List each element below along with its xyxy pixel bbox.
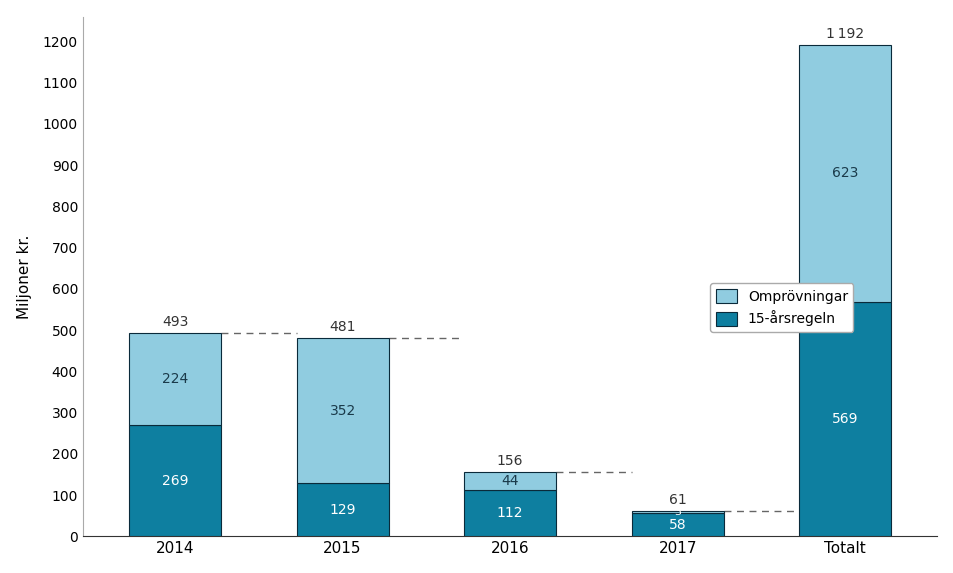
Text: 493: 493: [162, 315, 188, 329]
Text: 129: 129: [329, 503, 355, 517]
Text: 156: 156: [497, 454, 523, 468]
Bar: [129, 333, 221, 426]
Text: 44: 44: [501, 474, 518, 488]
Y-axis label: Miljoner kr.: Miljoner kr.: [16, 234, 31, 319]
Legend: Omprövningar, 15-årsregeln: Omprövningar, 15-årsregeln: [710, 283, 853, 332]
Text: 269: 269: [162, 474, 188, 488]
Bar: [799, 302, 890, 536]
Text: 3: 3: [674, 507, 680, 517]
Text: 481: 481: [329, 320, 355, 334]
Text: 224: 224: [162, 372, 188, 386]
Bar: [296, 338, 388, 483]
Bar: [296, 483, 388, 536]
Text: 1 192: 1 192: [825, 26, 863, 41]
Bar: [799, 45, 890, 302]
Text: 112: 112: [497, 507, 523, 520]
Text: 352: 352: [329, 403, 355, 418]
Text: 61: 61: [668, 493, 686, 507]
Text: 58: 58: [668, 517, 686, 532]
Bar: [463, 490, 556, 536]
Bar: [631, 511, 723, 512]
Bar: [463, 472, 556, 490]
Text: 623: 623: [831, 166, 858, 180]
Bar: [631, 512, 723, 536]
Text: 569: 569: [831, 412, 858, 426]
Bar: [129, 426, 221, 536]
